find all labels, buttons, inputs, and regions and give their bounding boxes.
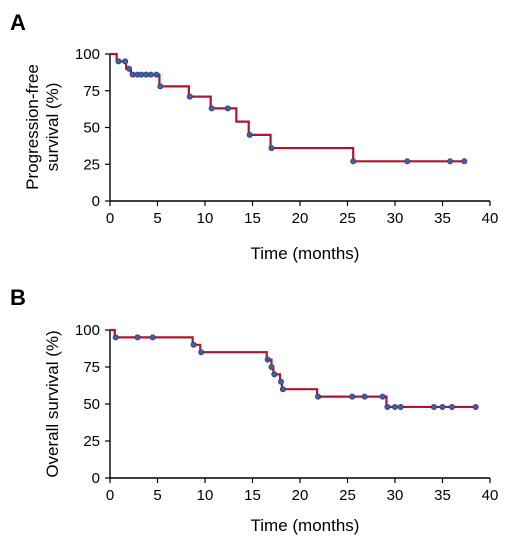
panel-b-censor-marker: [264, 356, 271, 363]
panel-b-censor-marker: [198, 349, 205, 356]
panel-b-censor-marker: [397, 403, 404, 410]
panel-a-pfs: A Progression-free survival (%) Time (mo…: [10, 10, 498, 263]
panel-b-censor-marker: [472, 403, 479, 410]
panel-b-censor-marker: [271, 371, 278, 378]
panel-b-x-tick-label: 10: [197, 487, 214, 504]
panel-b-y-axis-title: Overall survival (%): [43, 330, 62, 477]
panel-b-x-tick-label: 0: [106, 487, 114, 504]
panel-a-censor-marker: [461, 158, 468, 165]
panel-a-censor-marker: [126, 65, 133, 72]
panel-b-censor-marker: [448, 403, 455, 410]
panel-a-censor-marker: [208, 105, 215, 112]
panel-b-x-tick-label: 20: [292, 487, 309, 504]
panel-b-y-tick-label: 0: [92, 470, 100, 487]
panel-b-censor-marker: [190, 341, 197, 348]
panel-b-plot-area: 0 25 50 75 100 0 5 10 15 20 25 30 35 40: [75, 322, 498, 504]
panel-b-y-tick-label: 25: [83, 433, 100, 450]
panel-a-letter: A: [10, 10, 26, 35]
panel-a-y-tick-label: 50: [83, 120, 100, 137]
panel-a-y-axis-title: Progression-free survival (%): [23, 64, 62, 190]
panel-b-y-tick-label: 75: [83, 359, 100, 376]
panel-b-x-tick-label: 15: [244, 487, 261, 504]
panel-b-x-tick-label: 25: [339, 487, 356, 504]
panel-a-y-axis-title-line1: Progression-free: [23, 64, 42, 190]
panel-b-censor-marker: [315, 393, 322, 400]
panel-a-censor-marker: [115, 58, 122, 65]
panel-a-x-tick-label: 40: [482, 210, 499, 227]
panel-a-censor-marker: [447, 158, 454, 165]
panel-a-censor-marker: [224, 105, 231, 112]
panel-a-x-tick-label: 15: [244, 210, 261, 227]
panel-b-censor-marker: [430, 403, 437, 410]
panel-a-x-axis-title: Time (months): [251, 244, 360, 263]
panel-b-censor-marker: [277, 378, 284, 385]
panel-b-x-axis-title: Time (months): [251, 516, 360, 535]
panel-a-y-tick-label: 100: [75, 46, 100, 63]
panel-b-censor-marker: [134, 334, 141, 341]
panel-b-os: B Overall survival (%) Time (months) 0 25…: [10, 285, 498, 535]
panel-a-censor-marker: [147, 71, 154, 78]
panel-b-x-tick-label: 40: [482, 487, 499, 504]
panel-b-x-tick-label: 30: [387, 487, 404, 504]
panel-b-censor-marker: [149, 334, 156, 341]
panel-a-y-tick-label: 75: [83, 83, 100, 100]
panel-a-x-tick-label: 0: [106, 210, 114, 227]
panel-a-y-tick-label: 0: [92, 193, 100, 210]
panel-a-censor-marker: [246, 131, 253, 138]
panel-b-censor-marker: [279, 386, 286, 393]
panel-b-censor-marker: [349, 393, 356, 400]
panel-a-censor-marker: [404, 158, 411, 165]
panel-a-x-tick-label: 20: [292, 210, 309, 227]
panel-a-censor-marker: [153, 71, 160, 78]
panel-b-x-tick-label: 35: [434, 487, 451, 504]
panel-b-y-tick-label: 100: [75, 322, 100, 339]
panel-a-y-tick-label: 25: [83, 156, 100, 173]
panel-a-censor-marker: [350, 158, 357, 165]
panel-a-censor-marker: [157, 83, 164, 90]
panel-b-x-tick-label: 5: [153, 487, 161, 504]
panel-a-y-axis-title-line2: survival (%): [43, 83, 62, 172]
panel-a-censor-marker: [268, 145, 275, 152]
panel-a-x-tick-label: 30: [387, 210, 404, 227]
panel-b-censor-marker: [391, 403, 398, 410]
panel-b-censor-marker: [112, 334, 119, 341]
panel-a-censor-marker: [122, 58, 129, 65]
panel-a-x-tick-label: 10: [197, 210, 214, 227]
panel-b-y-axis-title-line1: Overall survival (%): [43, 330, 62, 477]
panel-a-plot-area: 0 25 50 75 100 0 5 10 15 20 25 30 35 40: [75, 46, 498, 227]
panel-a-censor-marker: [186, 93, 193, 100]
panel-b-y-tick-label: 50: [83, 396, 100, 413]
panel-a-x-tick-label: 25: [339, 210, 356, 227]
panel-b-censor-marker: [384, 403, 391, 410]
panel-b-censor-marker: [379, 393, 386, 400]
panel-b-censor-marker: [439, 403, 446, 410]
panel-b-censor-marker: [361, 393, 368, 400]
panel-b-survival-curve: [110, 328, 476, 409]
panel-b-letter: B: [10, 285, 26, 310]
panel-a-survival-curve: [110, 52, 465, 163]
panel-a-x-tick-label: 5: [153, 210, 161, 227]
panel-a-x-tick-label: 35: [434, 210, 451, 227]
panel-b-censor-marker: [268, 363, 275, 370]
